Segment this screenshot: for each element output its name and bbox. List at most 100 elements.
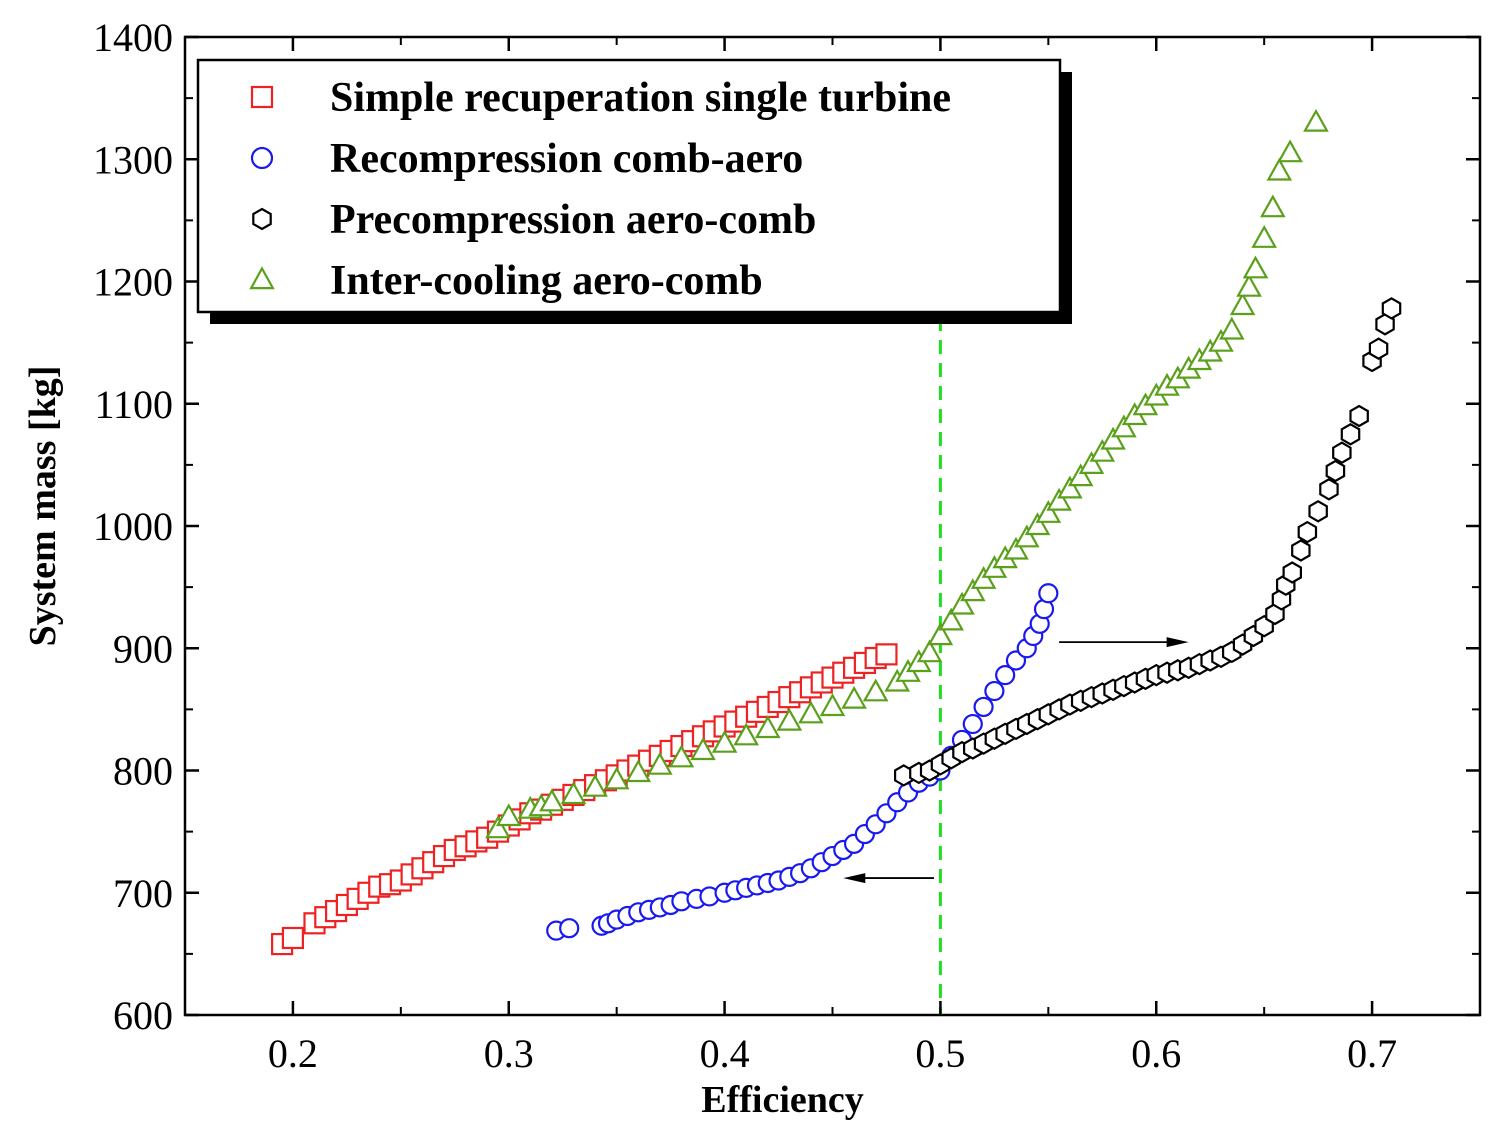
triangle-marker xyxy=(690,737,716,761)
triangle-marker xyxy=(798,700,824,724)
x-tick-label: 0.2 xyxy=(268,1031,318,1076)
triangle-marker xyxy=(539,788,565,812)
square-marker xyxy=(281,926,305,950)
triangle-marker xyxy=(960,578,986,602)
legend: Simple recuperation single turbine Recomp… xyxy=(196,58,1072,324)
legend-box xyxy=(196,58,1062,314)
hexagon-marker xyxy=(1375,313,1395,336)
triangle-marker xyxy=(249,266,275,290)
triangle-marker xyxy=(1046,487,1072,511)
circle-marker xyxy=(995,665,1016,686)
annotations xyxy=(843,637,1189,884)
hexagon-marker xyxy=(1325,459,1346,483)
data-marks xyxy=(271,108,1402,956)
triangle-marker xyxy=(1208,328,1234,352)
triangle-marker xyxy=(1035,500,1062,523)
y-tick-label: 1400 xyxy=(93,15,173,60)
hexagon-marker xyxy=(252,207,272,231)
triangle-marker xyxy=(1303,108,1329,132)
square-marker xyxy=(875,643,898,666)
triangle-marker xyxy=(603,766,630,790)
y-tick-label: 900 xyxy=(113,626,173,671)
x-tick-label: 0.7 xyxy=(1347,1031,1397,1076)
y-tick-label: 700 xyxy=(113,871,173,916)
legend-label: Recompression comb-aero xyxy=(330,136,803,182)
triangle-marker xyxy=(841,685,867,709)
square-marker xyxy=(250,85,274,109)
y-tick-label: 1100 xyxy=(94,382,173,427)
triangle-marker xyxy=(970,566,997,589)
triangle-marker xyxy=(938,607,964,631)
triangle-marker xyxy=(1260,194,1286,218)
legend-item: Simple recuperation single turbine xyxy=(250,75,951,121)
triangle-marker xyxy=(1089,438,1116,462)
x-tick-label: 0.4 xyxy=(700,1031,750,1076)
x-tick-label: 0.6 xyxy=(1131,1031,1181,1076)
y-axis-title: System mass [kg] xyxy=(22,366,64,647)
hexagon-marker xyxy=(1297,520,1318,544)
series-square xyxy=(271,643,898,956)
hexagon-marker xyxy=(1332,441,1352,464)
triangle-marker xyxy=(1277,139,1303,163)
x-axis-title: Efficiency xyxy=(701,1079,864,1121)
triangle-marker xyxy=(916,639,943,663)
triangle-marker xyxy=(733,722,759,746)
x-tick-label: 0.3 xyxy=(484,1031,534,1076)
legend-item: Precompression aero-comb xyxy=(252,197,816,243)
axis-ticks: 0.2 0.3 0.4 0.5 0.6 0.7 600 700 800 900 1000 1100 12… xyxy=(93,15,1481,1076)
triangle-marker xyxy=(776,707,803,731)
hexagon-marker xyxy=(1340,423,1361,446)
triangle-marker xyxy=(1057,475,1083,499)
triangle-marker xyxy=(927,622,954,646)
triangle-marker xyxy=(1111,414,1137,438)
triangle-marker xyxy=(1266,157,1293,181)
triangle-marker xyxy=(1229,292,1256,316)
triangle-marker xyxy=(819,693,846,717)
triangle-marker xyxy=(1242,255,1269,279)
circle-marker xyxy=(559,918,580,939)
y-tick-label: 600 xyxy=(113,993,173,1038)
triangle-marker xyxy=(1067,463,1094,487)
triangle-marker xyxy=(1024,512,1051,536)
annotation-arrow xyxy=(1059,637,1189,648)
triangle-marker xyxy=(862,678,889,702)
annotation-arrow xyxy=(843,873,934,884)
y-tick-label: 1200 xyxy=(93,260,173,305)
triangle-marker xyxy=(560,781,587,805)
hexagon-marker xyxy=(1291,539,1311,562)
triangle-marker xyxy=(1003,536,1029,560)
triangle-marker xyxy=(1078,451,1105,474)
triangle-marker xyxy=(668,744,695,768)
circle-marker xyxy=(250,146,274,170)
legend-label: Inter-cooling aero-comb xyxy=(330,258,763,304)
series-hexagon xyxy=(893,297,1402,787)
triangle-marker xyxy=(582,773,608,797)
hexagon-marker xyxy=(1349,404,1369,428)
series-triangle xyxy=(485,108,1329,839)
hexagon-marker xyxy=(1308,500,1328,523)
legend-item: Recompression comb-aero xyxy=(250,136,803,182)
y-tick-label: 800 xyxy=(113,749,173,794)
triangle-marker xyxy=(1100,426,1126,450)
triangle-marker xyxy=(754,715,781,739)
legend-item: Inter-cooling aero-comb xyxy=(249,258,763,304)
y-tick-label: 1000 xyxy=(93,504,173,549)
hexagon-marker xyxy=(1368,337,1389,360)
legend-label: Precompression aero-comb xyxy=(330,197,816,243)
hexagon-marker xyxy=(1381,297,1402,320)
circle-marker xyxy=(973,696,994,718)
circle-marker xyxy=(1038,583,1059,604)
triangle-marker xyxy=(625,759,652,783)
circle-marker xyxy=(984,680,1005,702)
hexagon-marker xyxy=(1319,478,1339,501)
y-tick-label: 1300 xyxy=(93,137,173,182)
x-tick-label: 0.5 xyxy=(915,1031,965,1076)
triangle-marker xyxy=(1236,273,1262,297)
triangle-marker xyxy=(949,591,975,615)
triangle-marker xyxy=(647,751,673,775)
circle-marker xyxy=(962,713,983,735)
triangle-marker xyxy=(1219,316,1245,340)
triangle-marker xyxy=(1013,524,1040,548)
triangle-marker xyxy=(485,815,511,839)
